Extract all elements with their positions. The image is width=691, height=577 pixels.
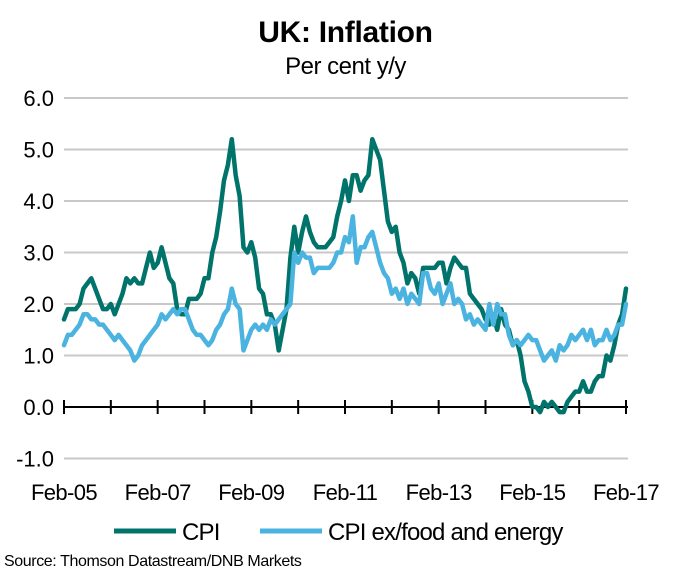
gridlines	[64, 97, 628, 460]
x-tick-label: Feb-17	[593, 480, 659, 505]
x-tick-label: Feb-13	[406, 480, 472, 505]
y-tick-label: 6.0	[23, 86, 54, 111]
y-tick-label: 3.0	[23, 241, 54, 266]
y-axis-tick-labels: 6.0 5.0 4.0 3.0 2.0 1.0 0.0 -1.0	[16, 86, 54, 472]
x-tick-label: Feb-07	[125, 480, 191, 505]
y-tick-label: 2.0	[23, 292, 54, 317]
y-tick-label: 4.0	[23, 189, 54, 214]
chart-subtitle: Per cent y/y	[285, 53, 406, 80]
y-tick-label: -1.0	[16, 447, 54, 472]
y-tick-label: 5.0	[23, 138, 54, 163]
x-axis-tick-labels: Feb-05 Feb-07 Feb-09 Feb-11 Feb-13 Feb-15 Feb-…	[31, 480, 660, 505]
series-line-cpi-ex-food-energy	[61, 214, 629, 363]
x-tick-label: Feb-15	[499, 480, 565, 505]
x-tick-label: Feb-11	[313, 480, 378, 505]
legend: CPI CPI ex/food and energy	[114, 519, 564, 546]
series-line-cpi	[61, 136, 629, 415]
series-lines	[61, 136, 629, 415]
x-tick-label: Feb-09	[218, 480, 284, 505]
source-note: Source: Thomson Datastream/DNB Markets	[4, 553, 302, 570]
x-tick-label: Feb-05	[31, 480, 97, 505]
y-tick-label: 0.0	[23, 395, 54, 420]
chart-title: UK: Inflation	[258, 16, 433, 49]
y-tick-label: 1.0	[23, 344, 54, 369]
legend-label-cpi-ex-food-energy: CPI ex/food and energy	[328, 519, 563, 546]
legend-label-cpi: CPI	[182, 519, 220, 546]
